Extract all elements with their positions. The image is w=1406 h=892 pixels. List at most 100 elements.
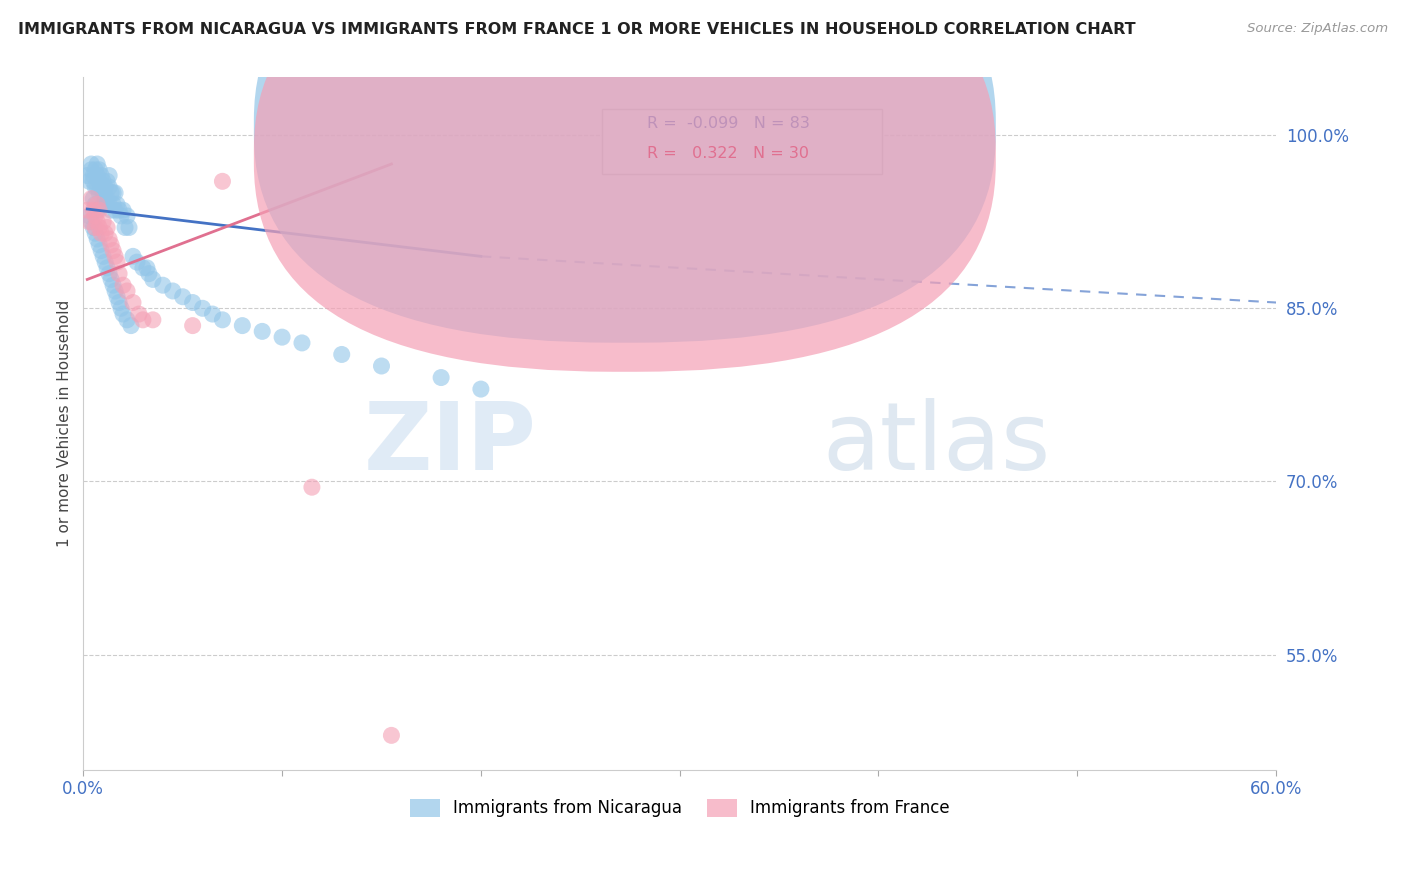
Point	[112, 278, 135, 293]
Point	[98, 197, 121, 211]
Point	[80, 215, 103, 229]
Point	[84, 209, 107, 223]
Point	[101, 186, 124, 200]
Point	[142, 313, 165, 327]
Point	[370, 359, 392, 373]
Point	[301, 480, 323, 494]
Point	[90, 227, 112, 241]
Point	[181, 318, 204, 333]
Point	[86, 197, 108, 211]
Point	[211, 313, 233, 327]
Point	[96, 174, 118, 188]
Point	[91, 249, 114, 263]
Point	[108, 295, 131, 310]
Point	[105, 255, 128, 269]
Point	[181, 295, 204, 310]
Point	[89, 174, 111, 188]
Text: Source: ZipAtlas.com: Source: ZipAtlas.com	[1247, 22, 1388, 36]
FancyBboxPatch shape	[602, 109, 883, 175]
Point	[84, 227, 107, 241]
FancyBboxPatch shape	[254, 0, 995, 372]
Point	[101, 197, 124, 211]
Point	[162, 284, 184, 298]
Point	[112, 203, 135, 218]
Point	[86, 232, 108, 246]
Point	[86, 203, 108, 218]
Point	[76, 203, 98, 218]
Point	[94, 180, 117, 194]
Point	[80, 192, 103, 206]
Point	[250, 324, 273, 338]
FancyBboxPatch shape	[254, 0, 995, 343]
Point	[98, 232, 121, 246]
Point	[100, 186, 122, 200]
Text: R =  -0.099   N = 83: R = -0.099 N = 83	[648, 116, 810, 131]
Point	[91, 197, 114, 211]
Point	[82, 169, 104, 183]
Point	[91, 186, 114, 200]
Point	[138, 267, 160, 281]
Point	[96, 220, 118, 235]
Point	[211, 174, 233, 188]
Point	[115, 313, 138, 327]
Text: IMMIGRANTS FROM NICARAGUA VS IMMIGRANTS FROM FRANCE 1 OR MORE VEHICLES IN HOUSEH: IMMIGRANTS FROM NICARAGUA VS IMMIGRANTS …	[18, 22, 1136, 37]
Point	[118, 220, 141, 235]
Point	[112, 307, 135, 321]
Point	[94, 192, 117, 206]
Point	[271, 330, 294, 344]
Point	[84, 162, 107, 177]
Point	[105, 290, 128, 304]
Point	[231, 318, 253, 333]
Point	[100, 272, 122, 286]
Point	[100, 203, 122, 218]
Point	[84, 197, 107, 211]
Point	[89, 203, 111, 218]
Point	[291, 335, 314, 350]
Point	[77, 174, 100, 188]
Point	[98, 180, 121, 194]
Point	[142, 272, 165, 286]
Point	[100, 237, 122, 252]
Point	[430, 370, 453, 384]
Point	[110, 301, 132, 316]
Point	[84, 180, 107, 194]
Point	[110, 209, 132, 223]
Point	[104, 249, 127, 263]
Point	[104, 186, 127, 200]
Point	[115, 284, 138, 298]
Point	[98, 169, 121, 183]
Point	[115, 209, 138, 223]
Point	[86, 180, 108, 194]
Point	[201, 307, 224, 321]
Point	[90, 244, 112, 258]
Point	[96, 260, 118, 275]
Point	[122, 249, 145, 263]
Point	[108, 203, 131, 218]
Point	[82, 203, 104, 218]
Point	[152, 278, 174, 293]
Point	[96, 192, 118, 206]
Point	[82, 174, 104, 188]
Point	[77, 209, 100, 223]
Point	[191, 301, 214, 316]
Point	[80, 157, 103, 171]
Legend: Immigrants from Nicaragua, Immigrants from France: Immigrants from Nicaragua, Immigrants fr…	[404, 792, 956, 824]
Point	[101, 278, 124, 293]
Point	[76, 169, 98, 183]
Point	[380, 728, 402, 742]
Text: R =   0.322   N = 30: R = 0.322 N = 30	[648, 146, 810, 161]
Point	[98, 267, 121, 281]
Point	[80, 162, 103, 177]
Point	[135, 260, 157, 275]
Point	[128, 307, 150, 321]
Point	[105, 197, 128, 211]
Y-axis label: 1 or more Vehicles in Household: 1 or more Vehicles in Household	[58, 300, 72, 548]
Point	[90, 169, 112, 183]
Text: ZIP: ZIP	[364, 399, 537, 491]
Point	[108, 267, 131, 281]
Point	[172, 290, 194, 304]
Point	[89, 162, 111, 177]
Point	[86, 169, 108, 183]
Point	[94, 227, 117, 241]
Point	[91, 215, 114, 229]
